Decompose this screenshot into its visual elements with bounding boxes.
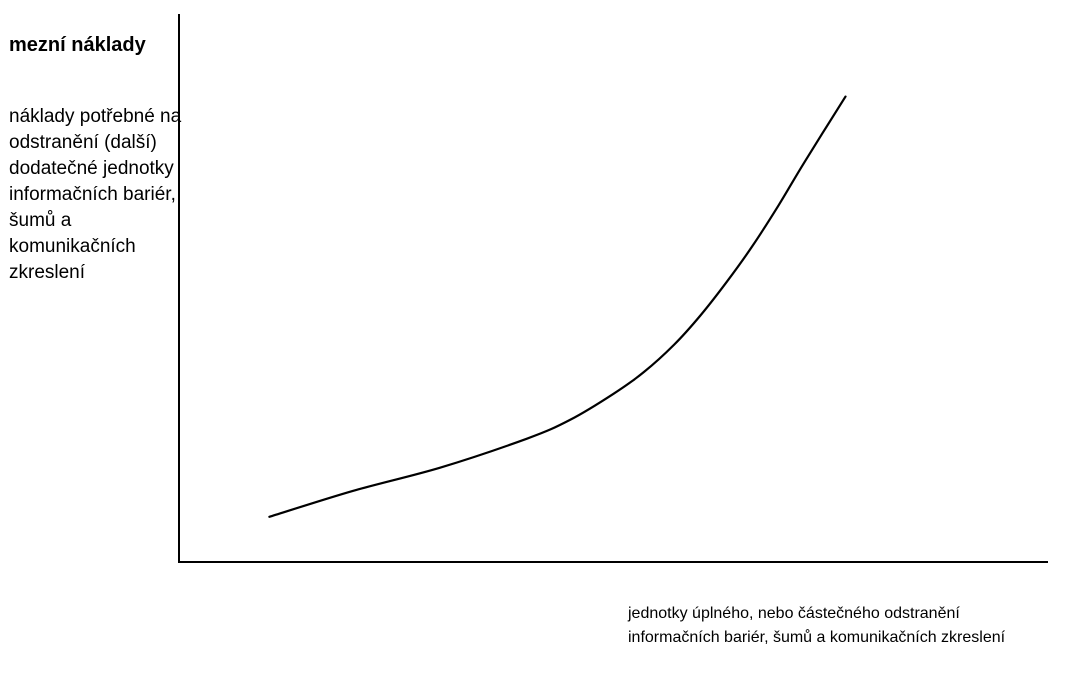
x-axis-label: jednotky úplného, nebo částečného odstra… xyxy=(628,605,1006,646)
y-axis-title: mezní náklady xyxy=(9,34,146,56)
series-line-0 xyxy=(268,95,847,518)
y-axis-description: náklady potřebné na odstranění (další) d… xyxy=(9,106,182,283)
